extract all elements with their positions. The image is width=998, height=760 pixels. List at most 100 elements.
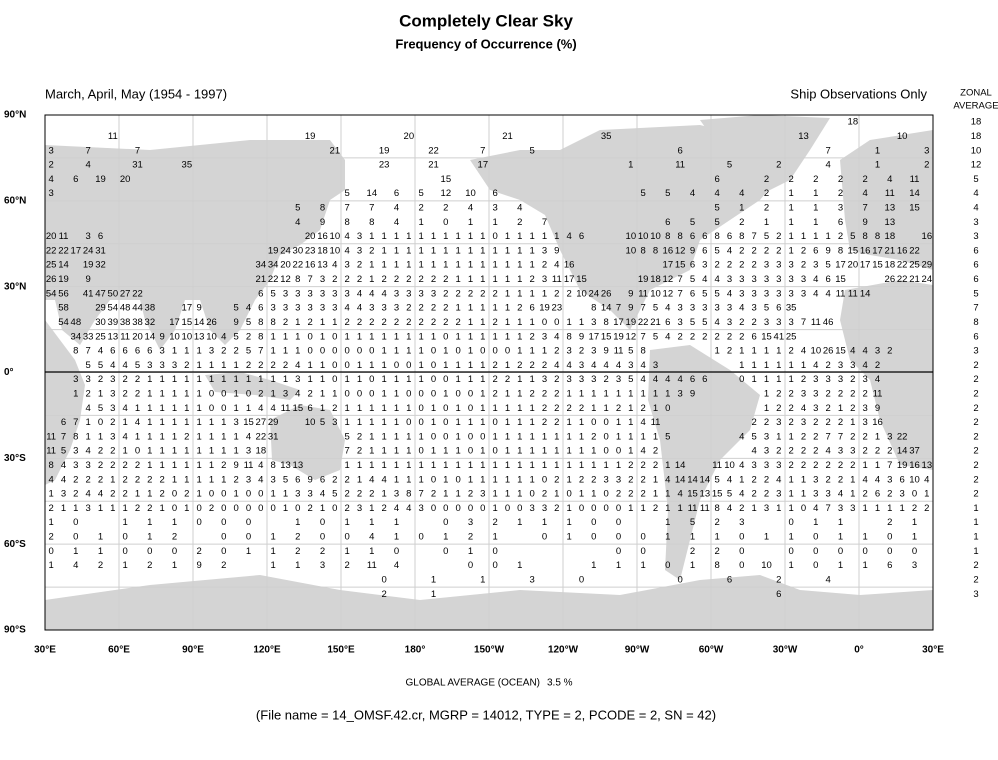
cell-value: 1 xyxy=(184,446,189,457)
cell-value: 1 xyxy=(49,560,54,571)
cell-value: 1 xyxy=(209,431,214,442)
cell-value: 6 xyxy=(665,317,670,328)
cell-value: 3 xyxy=(813,403,818,414)
cell-value: 41 xyxy=(774,331,785,342)
cell-value: 1 xyxy=(283,503,288,514)
cell-value: 32 xyxy=(95,260,106,271)
cell-value: 18 xyxy=(885,260,896,271)
cell-value: 3 xyxy=(468,517,473,528)
cell-value: 1 xyxy=(197,474,202,485)
cell-value: 0 xyxy=(604,431,609,442)
cell-value: 2 xyxy=(801,460,806,471)
cell-value: 2 xyxy=(776,574,781,585)
cell-value: 3 xyxy=(604,474,609,485)
cell-value: 6 xyxy=(394,188,399,199)
cell-value: 1 xyxy=(172,560,177,571)
cell-value: 54 xyxy=(58,317,69,328)
cell-value: 3 xyxy=(764,288,769,299)
cell-value: 24 xyxy=(83,245,94,256)
cell-value: 1 xyxy=(764,388,769,399)
cell-value: 1 xyxy=(221,446,226,457)
cell-value: 3 xyxy=(73,460,78,471)
cell-value: 3 xyxy=(110,431,115,442)
cell-value: 2 xyxy=(776,446,781,457)
cell-value: 4 xyxy=(813,360,818,371)
cell-value: 1 xyxy=(123,517,128,528)
cell-value: 4 xyxy=(123,431,128,442)
cell-value: 3 xyxy=(727,303,732,314)
cell-value: 1 xyxy=(653,403,658,414)
lon-label: 60°E xyxy=(108,645,130,656)
cell-value: 2 xyxy=(542,360,547,371)
cell-value: 1 xyxy=(789,188,794,199)
cell-value: 2 xyxy=(801,446,806,457)
cell-value: 22 xyxy=(638,317,649,328)
cell-value: 7 xyxy=(73,417,78,428)
cell-value: 1 xyxy=(567,431,572,442)
cell-value: 1 xyxy=(579,417,584,428)
cell-value: 2 xyxy=(295,532,300,543)
cell-value: 13 xyxy=(280,460,291,471)
cell-value: 1 xyxy=(468,460,473,471)
cell-value: 2 xyxy=(493,388,498,399)
cell-value: 3 xyxy=(172,360,177,371)
cell-value: 1 xyxy=(480,460,485,471)
cell-value: 0 xyxy=(221,403,226,414)
cell-value: 3 xyxy=(764,274,769,285)
cell-value: 0 xyxy=(271,503,276,514)
cell-value: 1 xyxy=(320,331,325,342)
cell-value: 2 xyxy=(715,546,720,557)
cell-value: 2 xyxy=(776,245,781,256)
cell-value: 5 xyxy=(345,188,350,199)
cell-value: 1 xyxy=(468,346,473,357)
cell-value: 2 xyxy=(789,460,794,471)
cell-value: 1 xyxy=(98,503,103,514)
cell-value: 3 xyxy=(776,274,781,285)
cell-value: 1 xyxy=(838,532,843,543)
cell-value: 1 xyxy=(295,346,300,357)
cell-value: 17 xyxy=(71,245,82,256)
cell-value: 2 xyxy=(554,374,559,385)
cell-value: 6 xyxy=(776,303,781,314)
cell-value: 1 xyxy=(530,317,535,328)
cell-value: 5 xyxy=(727,160,732,171)
cell-value: 0 xyxy=(221,388,226,399)
cell-value: 1 xyxy=(443,231,448,242)
cell-value: 2 xyxy=(801,245,806,256)
cell-value: 3 xyxy=(110,403,115,414)
cell-value: 5 xyxy=(690,517,695,528)
cell-value: 3 xyxy=(357,245,362,256)
cell-value: 8 xyxy=(591,303,596,314)
cell-value: 1 xyxy=(616,388,621,399)
cell-value: 1 xyxy=(813,188,818,199)
cell-value: 2 xyxy=(332,403,337,414)
cell-value: 19 xyxy=(268,245,279,256)
cell-value: 3 xyxy=(875,346,880,357)
cell-value: 4 xyxy=(690,188,695,199)
cell-value: 2 xyxy=(542,260,547,271)
cell-value: 2 xyxy=(98,460,103,471)
cell-value: 2 xyxy=(431,303,436,314)
cell-value: 1 xyxy=(234,431,239,442)
cell-value: 10 xyxy=(761,560,772,571)
cell-value: 1 xyxy=(678,503,683,514)
zonal-average-value: 6 xyxy=(973,260,978,271)
cell-value: 2 xyxy=(764,174,769,185)
cell-value: 2 xyxy=(715,260,720,271)
cell-value: 3 xyxy=(739,517,744,528)
cell-value: 10 xyxy=(650,288,661,299)
cell-value: 1 xyxy=(357,460,362,471)
cell-value: 1 xyxy=(628,388,633,399)
cell-value: 1 xyxy=(517,446,522,457)
cell-value: 10 xyxy=(897,131,908,142)
cell-value: 4 xyxy=(665,303,670,314)
cell-value: 2 xyxy=(641,489,646,500)
cell-value: 4 xyxy=(394,560,399,571)
cell-value: 1 xyxy=(628,431,633,442)
cell-value: 1 xyxy=(345,546,350,557)
cell-value: 2 xyxy=(480,288,485,299)
cell-value: 2 xyxy=(764,188,769,199)
lat-label: 0° xyxy=(4,367,14,378)
cell-value: 6 xyxy=(73,174,78,185)
land xyxy=(270,405,345,480)
